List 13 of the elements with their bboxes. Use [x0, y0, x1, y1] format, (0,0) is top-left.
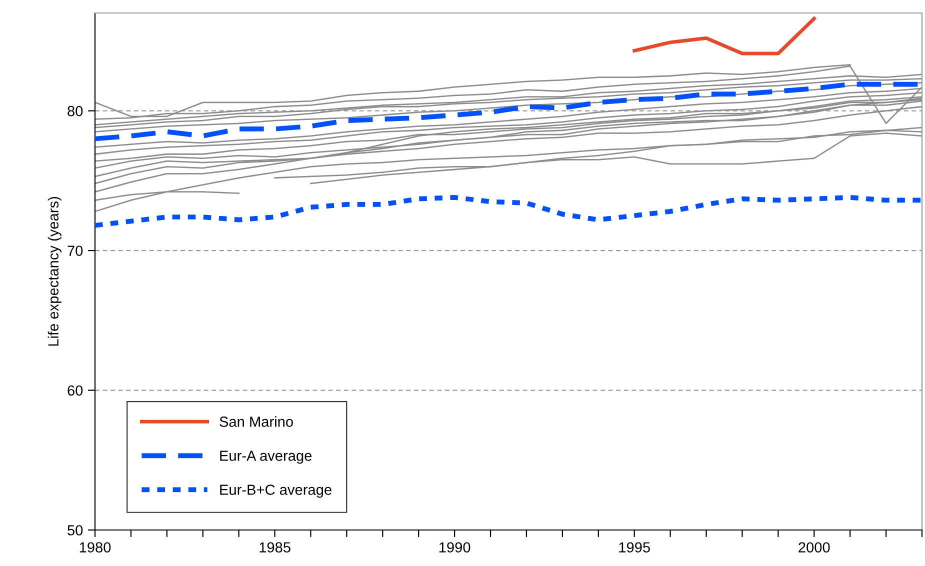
legend-label: Eur-A average: [220, 450, 312, 464]
x-tick-label: 1995: [619, 542, 650, 553]
x-tick-label: 2000: [798, 542, 830, 553]
y-tick-label: 70: [68, 246, 83, 256]
x-tick-label: 1980: [80, 542, 111, 553]
y-tick-label: 80: [68, 106, 83, 116]
x-tick-label: 1985: [260, 542, 290, 553]
y-tick-label: 50: [68, 525, 83, 536]
x-tick-label: 1990: [439, 542, 470, 553]
y-axis-title: Life expectancy (years): [48, 197, 62, 346]
legend-label: Eur-B+C average: [220, 484, 332, 498]
legend-label: San Marino: [220, 416, 293, 427]
y-tick-label: 60: [68, 385, 83, 396]
